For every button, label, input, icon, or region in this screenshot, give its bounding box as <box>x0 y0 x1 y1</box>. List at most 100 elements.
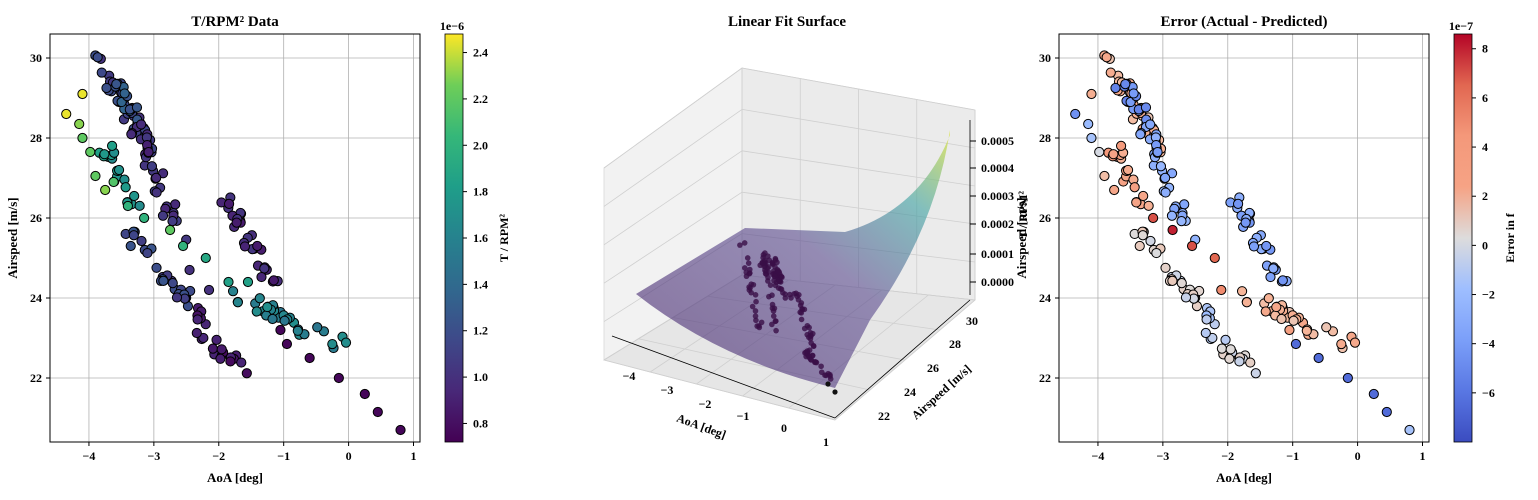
panel-linear-fit-surface: Linear Fit Surface −4 −3 −2 −1 0 1 22 24 26 28 30 0… <box>602 14 1030 449</box>
data-point <box>812 359 819 365</box>
data-point <box>129 190 140 202</box>
ztick-label: 0.0004 <box>981 161 1014 175</box>
ztick-label: 0.0002 <box>981 217 1014 231</box>
data-point <box>100 184 111 196</box>
data-point <box>825 381 831 387</box>
ytick-label: 24 <box>904 385 916 399</box>
data-point <box>211 334 222 345</box>
data-point <box>77 132 88 144</box>
data-point <box>770 308 777 314</box>
data-point <box>1176 277 1187 289</box>
data-point <box>1110 82 1121 94</box>
data-point <box>1245 357 1256 368</box>
data-point <box>1115 140 1127 151</box>
data-point <box>1129 182 1140 193</box>
data-point <box>746 266 753 273</box>
data-point <box>241 368 252 379</box>
data-point <box>737 242 743 248</box>
data-point <box>1404 424 1415 436</box>
data-point <box>798 316 805 323</box>
data-point <box>758 319 765 326</box>
data-point <box>1145 235 1156 247</box>
colorbar-tick-label: −4 <box>1482 337 1495 351</box>
data-point <box>741 240 748 246</box>
data-point <box>225 356 236 367</box>
data-point <box>1349 337 1361 348</box>
data-point <box>1166 168 1178 179</box>
data-point <box>239 241 251 252</box>
data-point <box>157 210 169 221</box>
data-point <box>1284 324 1295 336</box>
data-point <box>1381 406 1392 418</box>
data-point <box>142 247 153 259</box>
data-point <box>122 200 133 212</box>
data-point <box>769 292 775 299</box>
data-point <box>1200 327 1211 339</box>
data-point <box>327 338 338 350</box>
ztick-label: 0.0001 <box>981 247 1014 261</box>
data-point <box>223 198 235 209</box>
data-point <box>275 324 286 336</box>
data-point <box>1368 388 1379 400</box>
data-point <box>113 164 125 176</box>
data-point <box>256 271 267 283</box>
data-point <box>779 274 785 281</box>
panel-tprm-data: T/RPM² Data −4 −3 −2 −1 0 1 22 24 26 28 30 AoA [de… <box>5 14 511 485</box>
data-point <box>157 168 169 179</box>
colorbar-tick-label: 1.2 <box>473 324 488 338</box>
xtick-label: 0 <box>1355 449 1361 463</box>
data-point <box>242 276 254 288</box>
data-point <box>765 274 771 281</box>
panel1-axes-frame <box>49 33 421 443</box>
xtick-label: 0 <box>346 449 352 463</box>
data-point <box>119 88 130 99</box>
data-point <box>395 424 406 436</box>
data-point <box>372 406 383 418</box>
data-point <box>1122 164 1134 176</box>
colorbar-tick-label: 1.0 <box>473 370 488 384</box>
data-point <box>1250 368 1261 379</box>
ztick-label: 0.0003 <box>981 189 1014 203</box>
data-point <box>216 344 227 355</box>
data-point <box>1094 146 1105 158</box>
data-point <box>771 273 778 279</box>
ytick-label: 22 <box>30 371 42 385</box>
data-point <box>151 262 162 273</box>
panel1-title: T/RPM² Data <box>191 14 279 30</box>
colorbar-tick-label: 1.4 <box>473 277 488 291</box>
data-point <box>744 255 751 261</box>
data-point <box>126 129 137 140</box>
ytick-label: 28 <box>1039 131 1051 145</box>
panel1-colorbar-scale: 1e−6 <box>440 19 464 33</box>
data-point <box>745 260 752 266</box>
data-point <box>304 352 315 364</box>
data-point <box>1138 190 1149 202</box>
data-point <box>1277 275 1288 286</box>
colorbar-tick-label: 2.0 <box>473 138 488 152</box>
data-point <box>227 286 239 297</box>
xtick-label: −3 <box>1156 449 1169 463</box>
fit-surface <box>636 130 950 388</box>
data-point <box>818 363 824 370</box>
data-point <box>333 372 344 384</box>
data-point <box>1268 263 1279 274</box>
data-point <box>1151 247 1162 259</box>
panel2-ylabel: Airspeed [m/s] <box>909 362 974 423</box>
data-point <box>1240 217 1251 228</box>
data-point <box>215 353 226 364</box>
ytick-label: 30 <box>30 51 42 65</box>
data-point <box>131 102 143 113</box>
data-point <box>128 230 139 241</box>
data-point <box>167 216 178 227</box>
data-point <box>203 284 215 296</box>
colorbar-tick-label: 0 <box>1482 238 1488 252</box>
data-point <box>752 308 759 314</box>
data-point <box>806 324 812 331</box>
data-point <box>769 301 776 308</box>
data-point <box>762 257 768 264</box>
data-point <box>279 315 290 326</box>
data-point <box>106 140 118 151</box>
ztick-label: 0.0000 <box>981 275 1014 289</box>
data-point <box>1083 118 1094 130</box>
data-point <box>139 212 150 224</box>
